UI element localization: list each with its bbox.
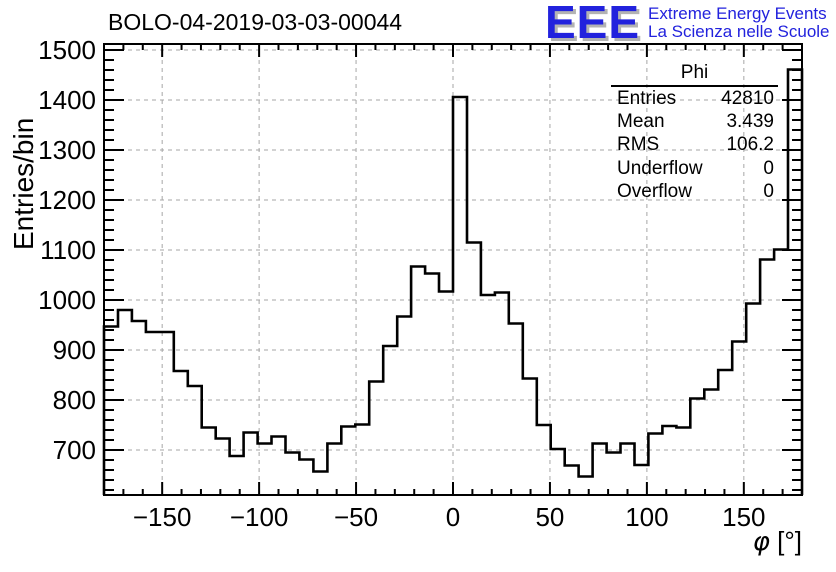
x-tick-label: 150 xyxy=(722,502,765,532)
y-tick-label: 1300 xyxy=(38,135,96,165)
y-tick-label: 700 xyxy=(53,435,96,465)
eee-logo-line1: Extreme Energy Events xyxy=(648,4,827,23)
x-tick-label: 50 xyxy=(535,502,564,532)
eee-logo-subtitle: Extreme Energy Events La Scienza nelle S… xyxy=(648,5,829,40)
stats-label: Entries xyxy=(617,88,677,109)
x-tick-label: 100 xyxy=(625,502,668,532)
stats-value: 106.2 xyxy=(726,134,774,156)
stats-row-overflow: Overflow 0 xyxy=(611,180,778,203)
stats-row-rms: RMS 106.2 xyxy=(611,133,778,156)
y-tick-label: 800 xyxy=(53,385,96,415)
y-tick-label: 1000 xyxy=(38,285,96,315)
stats-value: 3.439 xyxy=(726,111,774,133)
x-tick-label: −100 xyxy=(230,502,289,532)
y-tick-label: 1500 xyxy=(38,35,96,65)
y-tick-label: 1200 xyxy=(38,185,96,215)
x-tick-label: −50 xyxy=(334,502,378,532)
histogram-outline xyxy=(102,68,804,495)
stats-value: 42810 xyxy=(721,88,774,109)
x-tick-label: −150 xyxy=(133,502,192,532)
stats-row-mean: Mean 3.439 xyxy=(611,110,778,133)
stats-value: 0 xyxy=(763,180,774,202)
stats-divider xyxy=(611,85,778,87)
y-axis-title: Entries/bin xyxy=(8,117,39,250)
stats-label: Underflow xyxy=(617,157,703,179)
eee-logo-line2: La Scienza nelle Scuole xyxy=(648,21,830,41)
y-tick-label: 900 xyxy=(53,335,96,365)
phi-symbol: φ xyxy=(752,527,770,557)
stats-box: Phi Entries 42810 Mean 3.439 RMS 106.2 U… xyxy=(611,62,778,203)
eee-logo-text: EEE xyxy=(545,0,641,48)
eee-logo: EEE Extreme Energy Events La Scienza nel… xyxy=(545,0,830,48)
stats-label: Overflow xyxy=(617,180,692,202)
x-axis-unit: [°] xyxy=(769,526,802,556)
y-tick-label: 1400 xyxy=(38,85,96,115)
x-axis-title: φ [°] xyxy=(753,526,802,557)
x-tick-label: 0 xyxy=(446,502,460,532)
plot-title: BOLO-04-2019-03-03-00044 xyxy=(108,9,403,35)
stats-title: Phi xyxy=(680,62,709,83)
stats-row-entries: Entries 42810 xyxy=(611,87,778,110)
stats-row-underflow: Underflow 0 xyxy=(611,157,778,180)
stats-value: 0 xyxy=(763,157,774,179)
stats-label: RMS xyxy=(617,134,660,156)
y-tick-label: 1100 xyxy=(40,235,96,265)
stats-label: Mean xyxy=(617,111,665,133)
